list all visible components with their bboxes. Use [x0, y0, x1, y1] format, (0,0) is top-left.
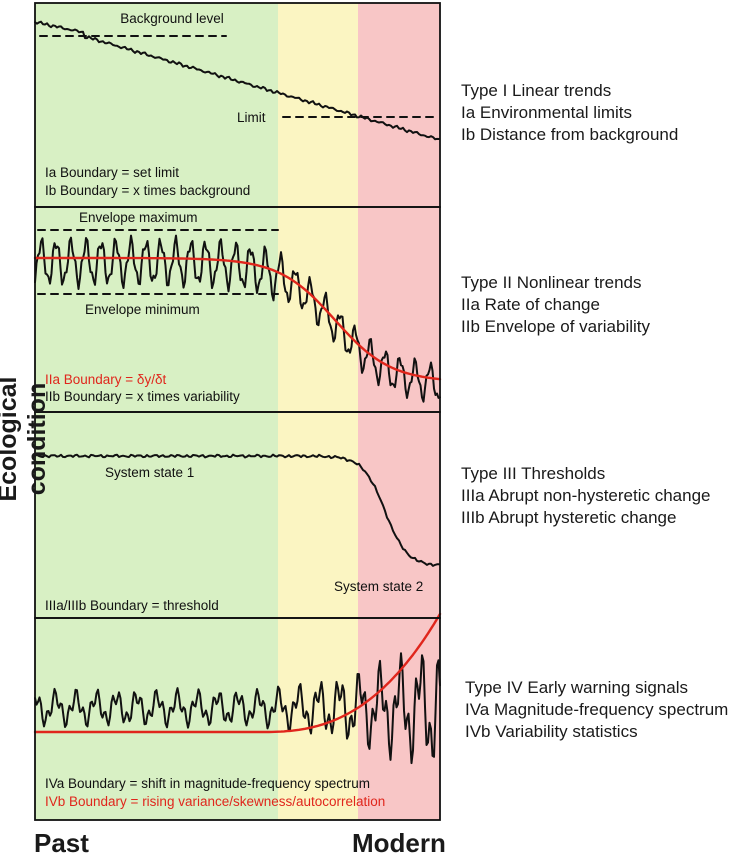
type-iii-title: Type III Thresholds — [461, 464, 606, 483]
type-ii-title: Type II Nonlinear trends — [461, 273, 642, 292]
type-iii-item-a: IIIa Abrupt non-hysteretic change — [461, 486, 711, 505]
envelope-minimum-label: Envelope minimum — [85, 302, 200, 317]
type-iii-description: Type III Thresholds IIIa Abrupt non-hyst… — [461, 463, 711, 529]
y-axis-label: Ecological condition — [0, 376, 51, 502]
type-ii-boundary-a: IIa Boundary = δy/δt — [45, 372, 166, 387]
type-iv-boundary-a: IVa Boundary = shift in magnitude-freque… — [45, 776, 370, 791]
type-i-decline-line — [34, 20, 440, 141]
type-iv-title: Type IV Early warning signals — [465, 678, 688, 697]
type-iii-item-b: IIIb Abrupt hysteretic change — [461, 508, 677, 527]
type-iv-boundary-b: IVb Boundary = rising variance/skewness/… — [45, 794, 385, 809]
type-ii-item-b: IIb Envelope of variability — [461, 317, 650, 336]
type-iv-item-a: IVa Magnitude-frequency spectrum — [465, 700, 729, 719]
type-i-boundary-b: Ib Boundary = x times background — [45, 183, 250, 198]
type-ii-boundary-b: IIb Boundary = x times variability — [45, 389, 240, 404]
type-iii-boundary: IIIa/IIIb Boundary = threshold — [45, 598, 219, 613]
type-ii-description: Type II Nonlinear trends IIa Rate of cha… — [461, 272, 650, 338]
x-axis-end-label: Modern — [352, 828, 446, 858]
type-iv-description: Type IV Early warning signals IVa Magnit… — [465, 677, 728, 743]
type-iv-signal-line — [34, 652, 441, 765]
x-axis-start-label: Past — [34, 828, 89, 858]
background-level-label: Background level — [120, 11, 224, 26]
type-iv-trend-line — [33, 612, 442, 734]
system-state-2-label: System state 2 — [334, 579, 423, 594]
type-i-description: Type I Linear trends Ia Environmental li… — [461, 80, 678, 146]
type-i-title: Type I Linear trends — [461, 81, 612, 100]
envelope-maximum-label: Envelope maximum — [79, 210, 198, 225]
system-state-1-label: System state 1 — [105, 465, 194, 480]
type-i-item-a: Ia Environmental limits — [461, 103, 633, 122]
panel-frame-4 — [34, 617, 441, 821]
type-ii-trend-line — [33, 256, 442, 381]
type-ii-item-a: IIa Rate of change — [461, 295, 600, 314]
type-ii-variability-line — [34, 234, 441, 403]
type-i-item-b: Ib Distance from background — [461, 125, 679, 144]
limit-label: Limit — [237, 110, 266, 125]
type-iii-state-line — [34, 453, 440, 567]
type-iv-item-b: IVb Variability statistics — [465, 722, 638, 741]
type-i-boundary-a: Ia Boundary = set limit — [45, 165, 179, 180]
